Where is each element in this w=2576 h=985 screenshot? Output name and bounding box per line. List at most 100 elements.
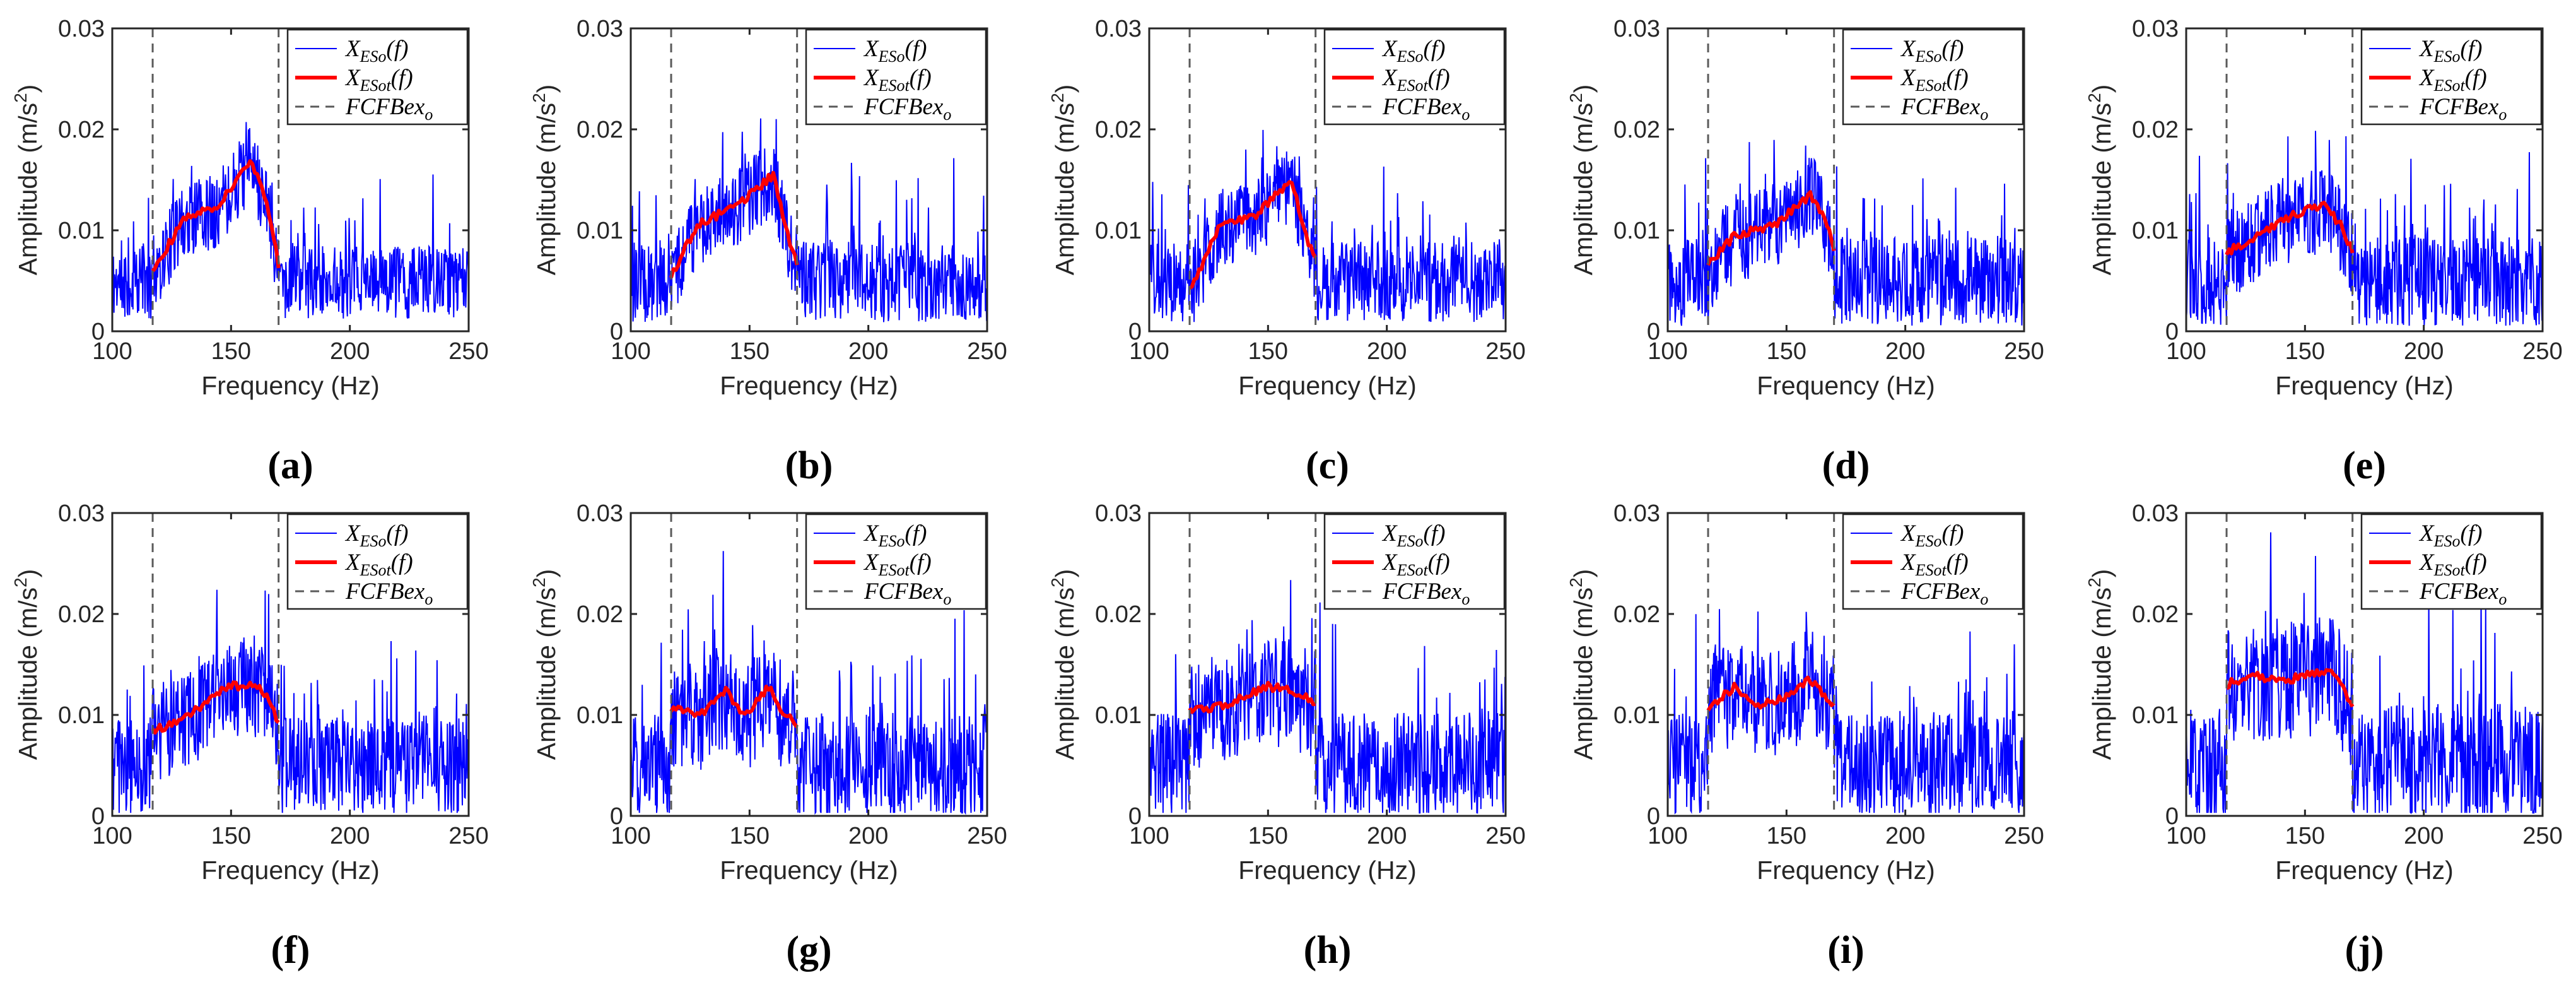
y-tick-label: 0.03 <box>2132 500 2179 527</box>
legend-entry-label: XESo(f) <box>1381 521 1445 550</box>
series-xeso-line <box>112 589 469 813</box>
legend-entry-label: XESo(f) <box>863 521 927 550</box>
x-axis-label: Frequency (Hz) <box>720 371 898 400</box>
legend-entry-label: XESo(f) <box>344 36 408 66</box>
x-axis-label: Frequency (Hz) <box>720 856 898 885</box>
y-tick-label: 0 <box>1128 319 1142 345</box>
series-xeso-line <box>1149 129 1506 322</box>
y-axis-label: Amplitude (m/s2) <box>1048 569 1079 760</box>
x-axis-label: Frequency (Hz) <box>2275 856 2454 885</box>
series-xesot-line <box>151 680 280 735</box>
legend: XESo(f)XESot(f)FCFBexo <box>286 513 469 610</box>
axes-box <box>1666 512 2025 817</box>
y-tick-label: 0.01 <box>2132 218 2179 244</box>
legend: XESo(f)XESot(f)FCFBexo <box>1323 28 1506 126</box>
panel-label: (b) <box>785 444 833 487</box>
y-axis-label: Amplitude (m/s2) <box>2085 569 2116 760</box>
legend: XESo(f)XESot(f)FCFBexo <box>2360 28 2543 126</box>
x-tick-label: 250 <box>967 338 1007 365</box>
subplot: 100 150 200 250 0 0.01 0.02 0.03 Frequency (Hz) A… <box>529 500 1007 972</box>
panel-label: (h) <box>1304 929 1352 972</box>
axes-box <box>111 512 470 817</box>
legend-entry-label: XESot(f) <box>344 550 413 579</box>
y-tick-label: 0.03 <box>2132 16 2179 42</box>
subplot: 100 150 200 250 0 0.01 0.02 0.03 Frequency (Hz) A… <box>1048 500 1526 972</box>
axes-box <box>2185 27 2544 333</box>
y-tick-label: 0 <box>2165 319 2179 345</box>
subplot: 100 150 200 250 0 0.01 0.02 0.03 Frequency (Hz) A… <box>529 16 1007 487</box>
legend-entry-label: XESot(f) <box>2418 550 2487 579</box>
y-tick-label: 0 <box>610 803 623 830</box>
axes-box <box>629 512 988 817</box>
axes-box <box>1148 27 1507 333</box>
legend-entry-label: FCFBexo <box>2419 94 2507 124</box>
y-tick-label: 0.03 <box>1095 500 1142 527</box>
y-axis-label: Amplitude (m/s2) <box>11 85 42 276</box>
axes-box <box>1666 27 2025 333</box>
y-tick-label: 0 <box>610 319 623 345</box>
x-axis-label: Frequency (Hz) <box>201 371 380 400</box>
x-axis-label: Frequency (Hz) <box>201 856 380 885</box>
x-tick-label: 200 <box>1885 823 1925 849</box>
legend: XESo(f)XESot(f)FCFBexo <box>286 28 469 126</box>
legend-entry-label: FCFBexo <box>1900 94 1988 124</box>
x-tick-label: 100 <box>92 823 132 849</box>
y-tick-label: 0.01 <box>577 702 623 729</box>
series-xesot-line <box>151 159 281 273</box>
x-tick-label: 200 <box>848 338 888 365</box>
y-tick-label: 0.01 <box>2132 702 2179 729</box>
y-tick-label: 0 <box>1647 319 1660 345</box>
y-tick-label: 0.01 <box>58 218 105 244</box>
x-tick-label: 150 <box>2285 823 2325 849</box>
y-tick-label: 0.03 <box>577 500 623 527</box>
subplot: 100 150 200 250 0 0.01 0.02 0.03 Frequency (Hz) A… <box>1566 500 2044 972</box>
panel-label: (a) <box>267 444 313 487</box>
legend-entry-label: FCFBexo <box>1900 579 1988 608</box>
panel-label: (g) <box>786 929 831 972</box>
axes-box <box>111 27 470 333</box>
subplot: 100 150 200 250 0 0.01 0.02 0.03 Frequency (Hz) A… <box>1566 16 2044 487</box>
legend-entry-label: XESo(f) <box>344 521 408 550</box>
legend: XESo(f)XESot(f)FCFBexo <box>1842 28 2024 126</box>
axes-box <box>2185 512 2544 817</box>
x-axis-label: Frequency (Hz) <box>1238 856 1417 885</box>
legend: XESo(f)XESot(f)FCFBexo <box>805 28 987 126</box>
x-axis-label: Frequency (Hz) <box>1757 856 1935 885</box>
y-tick-label: 0.03 <box>1095 16 1142 42</box>
axes-box <box>629 27 988 333</box>
y-tick-label: 0.03 <box>58 500 105 527</box>
legend: XESo(f)XESot(f)FCFBexo <box>1323 513 1506 610</box>
legend-entry-label: XESo(f) <box>1900 36 1964 66</box>
y-tick-label: 0 <box>91 319 105 345</box>
series-xeso-line <box>1668 609 2024 815</box>
x-tick-label: 200 <box>2404 823 2444 849</box>
series-xesot-line <box>1188 680 1316 714</box>
y-tick-label: 0.02 <box>577 117 623 143</box>
x-axis-label: Frequency (Hz) <box>2275 371 2454 400</box>
y-tick-label: 0.01 <box>1095 702 1142 729</box>
legend-entry-label: XESot(f) <box>1900 550 1969 579</box>
x-tick-label: 250 <box>448 338 488 365</box>
y-axis-label: Amplitude (m/s2) <box>529 85 561 276</box>
legend-entry-label: XESo(f) <box>863 36 927 66</box>
legend-entry-label: XESot(f) <box>863 550 932 579</box>
y-axis-label: Amplitude (m/s2) <box>1566 85 1598 276</box>
x-tick-label: 250 <box>1485 823 1525 849</box>
x-tick-label: 100 <box>1648 823 1687 849</box>
y-tick-label: 0.02 <box>1095 601 1142 628</box>
x-tick-label: 200 <box>1367 823 1407 849</box>
x-tick-label: 250 <box>2004 823 2044 849</box>
x-tick-label: 100 <box>1129 823 1169 849</box>
x-tick-label: 100 <box>611 823 650 849</box>
panel-label: (d) <box>1822 444 1870 487</box>
x-tick-label: 150 <box>1248 338 1288 365</box>
x-tick-label: 250 <box>1485 338 1525 365</box>
series-xeso-line <box>1149 580 1506 814</box>
y-tick-label: 0.02 <box>1613 601 1660 628</box>
panel-label: (f) <box>271 929 310 972</box>
y-tick-label: 0 <box>91 803 105 830</box>
series-xesot-line <box>2225 201 2355 256</box>
x-tick-label: 100 <box>2166 823 2206 849</box>
y-axis-label: Amplitude (m/s2) <box>1048 85 1079 276</box>
